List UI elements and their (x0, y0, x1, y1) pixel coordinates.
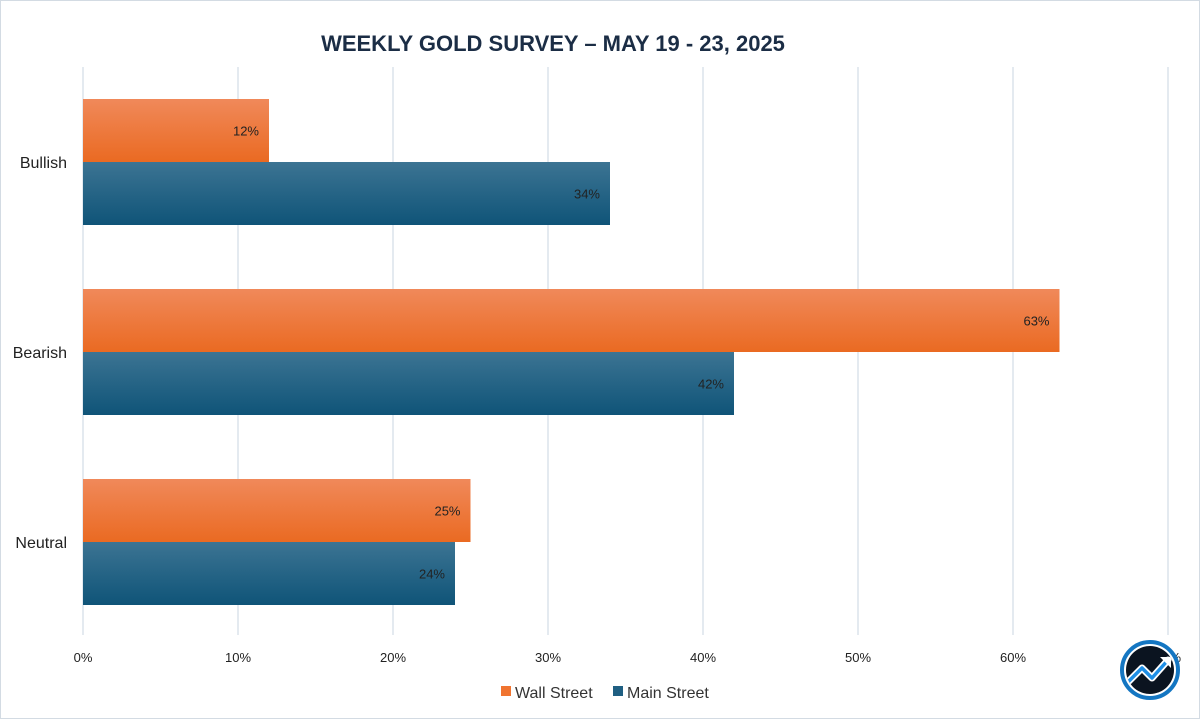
legend-swatch-wall-street (501, 686, 511, 696)
bars (83, 99, 1060, 605)
data-label-wall-street-neutral: 25% (434, 504, 460, 519)
category-label-neutral: Neutral (15, 535, 67, 552)
x-tick-label: 0% (74, 650, 93, 665)
bar-wall-street-neutral (83, 479, 471, 542)
chart-title: WEEKLY GOLD SURVEY – MAY 19 - 23, 2025 (321, 31, 785, 56)
trend-arrow-logo-icon (1120, 640, 1180, 700)
bar-wall-street-bearish (83, 289, 1060, 352)
category-label-bearish: Bearish (13, 345, 67, 362)
category-axis: Bullish Bearish Neutral (13, 155, 67, 552)
bar-main-street-bullish (83, 162, 610, 225)
x-tick-label: 10% (225, 650, 251, 665)
data-label-main-street-neutral: 24% (419, 567, 445, 582)
legend-label-main-street: Main Street (627, 685, 709, 702)
legend-swatch-main-street (613, 686, 623, 696)
value-axis: 0%10%20%30%40%50%60%70% (74, 650, 1182, 665)
x-tick-label: 20% (380, 650, 406, 665)
data-label-main-street-bullish: 34% (574, 187, 600, 202)
x-tick-label: 50% (845, 650, 871, 665)
bar-wall-street-bullish (83, 99, 269, 162)
bar-main-street-neutral (83, 542, 455, 605)
category-label-bullish: Bullish (20, 155, 67, 172)
data-labels: 12% 63% 25% 34% 42% 24% (233, 124, 1050, 582)
legend: Wall Street Main Street (501, 685, 709, 702)
data-label-wall-street-bearish: 63% (1023, 314, 1049, 329)
data-label-wall-street-bullish: 12% (233, 124, 259, 139)
x-tick-label: 30% (535, 650, 561, 665)
x-tick-label: 60% (1000, 650, 1026, 665)
legend-label-wall-street: Wall Street (515, 685, 593, 702)
bar-main-street-bearish (83, 352, 734, 415)
x-tick-label: 40% (690, 650, 716, 665)
data-label-main-street-bearish: 42% (698, 377, 724, 392)
